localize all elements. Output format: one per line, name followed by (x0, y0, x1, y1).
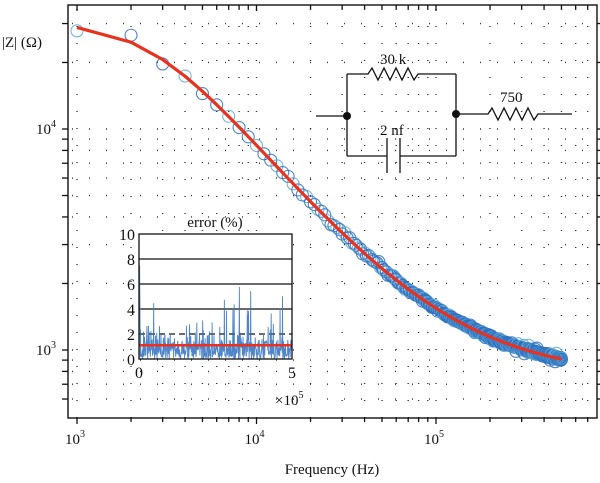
x-tick-labels: 103 104 105 (65, 429, 444, 448)
x-tick-label: 104 (245, 429, 265, 448)
inset-x-multiplier: ×105 (275, 390, 303, 409)
plot-frame (67, 4, 598, 419)
y-tick-exp: 3 (51, 340, 56, 351)
x-tick-label: 103 (65, 429, 85, 448)
inset-y-tick-label: 8 (127, 252, 135, 269)
data-point (303, 195, 318, 209)
data-point (241, 130, 255, 144)
measured-data-series (70, 24, 569, 369)
data-point (335, 227, 349, 241)
y-tick-label: 104 (36, 119, 56, 138)
y-tick-base: 10 (36, 343, 51, 359)
x-tick-base: 10 (65, 432, 80, 448)
circuit-area (318, 48, 578, 178)
inset-grid (139, 258, 292, 335)
inset-y-tick-label: 10 (119, 227, 135, 244)
inset-y-tick-label: 2 (127, 327, 135, 344)
x-tick-base: 10 (424, 432, 439, 448)
y-tick-label: 103 (36, 340, 56, 359)
data-point (291, 183, 305, 197)
model-fit-line (76, 25, 563, 361)
axis-ticks (62, 5, 600, 424)
data-point (318, 208, 332, 222)
inset-title: error (%) (187, 215, 242, 231)
y-axis-label: |Z| (Ω) (2, 35, 42, 51)
data-point (356, 247, 370, 261)
inset-x-tick-label: 5 (288, 365, 296, 382)
model-fit-series (76, 25, 563, 361)
capacitor-label: 2 nf (380, 123, 404, 139)
inset-ticks: 0 2 4 6 8 10 0 5 (119, 227, 296, 382)
inset-y-tick-label: 6 (127, 277, 135, 294)
inset-x-multiplier-base: ×10 (275, 393, 298, 409)
data-point (314, 204, 328, 218)
data-point (249, 139, 264, 153)
junction-dot-right (452, 110, 460, 118)
x-tick-exp: 5 (439, 429, 444, 440)
x-tick-exp: 3 (80, 429, 85, 440)
x-tick-base: 10 (245, 432, 260, 448)
x-tick-exp: 4 (260, 429, 265, 440)
series-resistor-label: 750 (500, 90, 523, 106)
inset-error-line (138, 265, 293, 360)
y-tick-base: 10 (36, 122, 51, 138)
data-point (554, 352, 569, 367)
inset-background (139, 234, 292, 359)
data-point (349, 238, 363, 252)
inset-y-tick-label: 4 (127, 302, 135, 319)
data-point (178, 69, 192, 83)
data-point (222, 109, 236, 123)
junction-dot-left (343, 112, 351, 120)
circuit-diagram (316, 48, 578, 178)
data-point (232, 120, 246, 135)
parallel-resistor-label: 30 k (380, 52, 407, 68)
data-point (281, 169, 295, 183)
data-point (70, 24, 84, 38)
x-axis-label: Frequency (Hz) (285, 462, 380, 478)
x-tick-label: 105 (424, 429, 444, 448)
data-point (307, 198, 321, 212)
inset-y-tick-label: 0 (127, 352, 135, 369)
inset-x-tick-label: 0 (135, 365, 143, 382)
y-tick-exp: 4 (51, 119, 56, 130)
parallel-resistor-icon (347, 66, 456, 82)
inset-frame (138, 233, 293, 360)
data-point (210, 98, 224, 112)
inset-error-series (138, 265, 293, 360)
series-resistor-icon (456, 106, 572, 122)
inset-x-multiplier-exp: 5 (298, 390, 303, 401)
data-point (195, 87, 210, 101)
